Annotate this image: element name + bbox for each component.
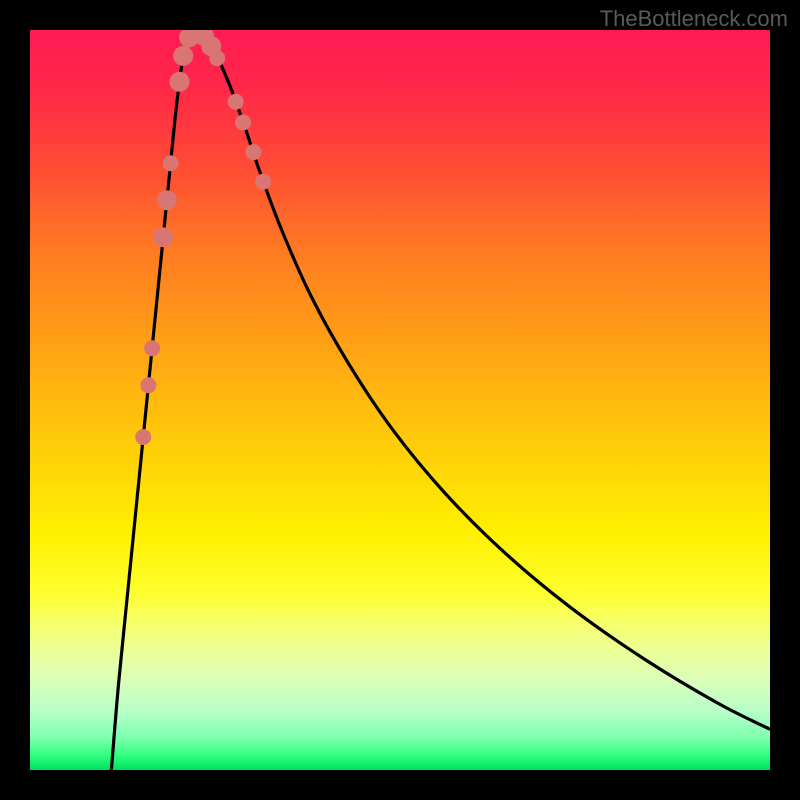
data-marker (209, 50, 225, 66)
watermark-text: TheBottleneck.com (600, 6, 788, 32)
data-marker (153, 227, 173, 247)
markers-group (135, 30, 271, 445)
chart-container: TheBottleneck.com (0, 0, 800, 800)
right-curve (197, 30, 771, 729)
curve-layer (30, 30, 770, 770)
data-marker (144, 340, 160, 356)
data-marker (157, 190, 177, 210)
data-marker (140, 377, 156, 393)
left-curve (111, 30, 196, 770)
data-marker (135, 429, 151, 445)
plot-area (30, 30, 770, 770)
data-marker (163, 155, 179, 171)
data-marker (169, 72, 189, 92)
data-marker (245, 144, 261, 160)
data-marker (255, 174, 271, 190)
data-marker (173, 46, 193, 66)
data-marker (228, 94, 244, 110)
data-marker (235, 115, 251, 131)
